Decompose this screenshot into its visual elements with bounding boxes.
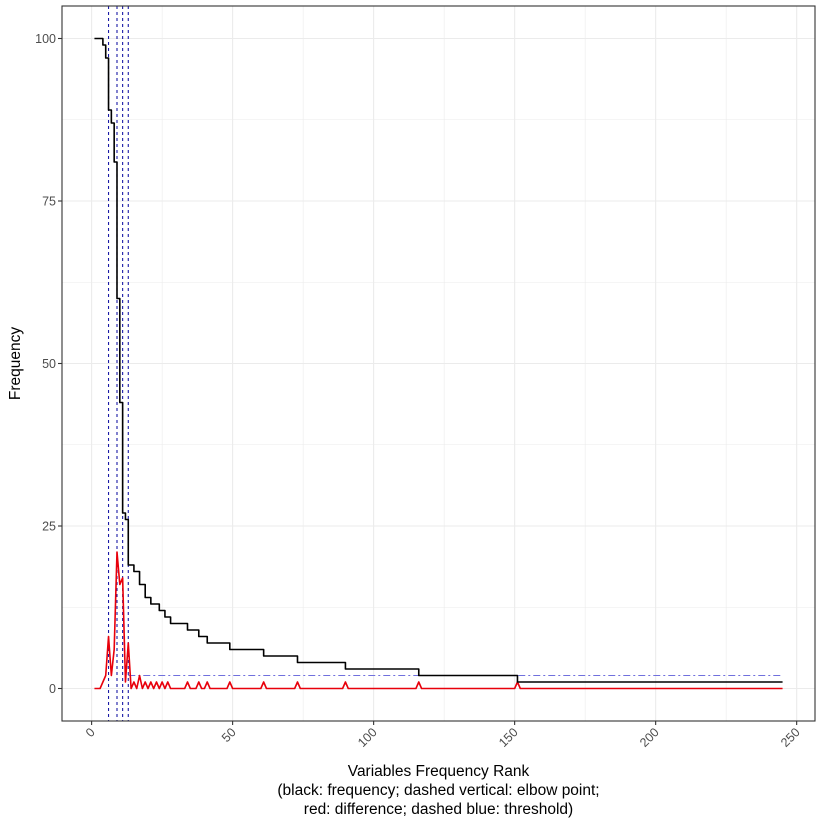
y-tick-label: 25 bbox=[42, 520, 56, 534]
frequency-line bbox=[94, 37, 783, 683]
y-tick-label: 75 bbox=[42, 195, 56, 209]
x-tick-label: 250 bbox=[778, 725, 803, 750]
y-tick-label: 0 bbox=[49, 682, 56, 696]
x-tick-label: 150 bbox=[496, 725, 521, 750]
series-lines bbox=[94, 37, 783, 690]
x-tick-label: 50 bbox=[219, 725, 239, 745]
x-axis-note-line-1: (black: frequency; dashed vertical: elbo… bbox=[277, 782, 599, 799]
y-tick-label: 50 bbox=[42, 357, 56, 371]
x-tick-label: 0 bbox=[83, 725, 98, 740]
x-axis-title: Variables Frequency Rank bbox=[348, 763, 530, 780]
x-tick-label: 100 bbox=[355, 725, 380, 750]
difference-line bbox=[94, 551, 783, 690]
x-tick-label: 200 bbox=[637, 725, 662, 750]
grid-lines bbox=[62, 6, 815, 721]
y-tick-label: 100 bbox=[35, 32, 56, 46]
x-axis-title-group: Variables Frequency Rank (black: frequen… bbox=[277, 763, 599, 818]
x-axis-note-line-2: red: difference; dashed blue: threshold) bbox=[304, 801, 573, 818]
y-axis-title: Frequency bbox=[7, 327, 24, 400]
